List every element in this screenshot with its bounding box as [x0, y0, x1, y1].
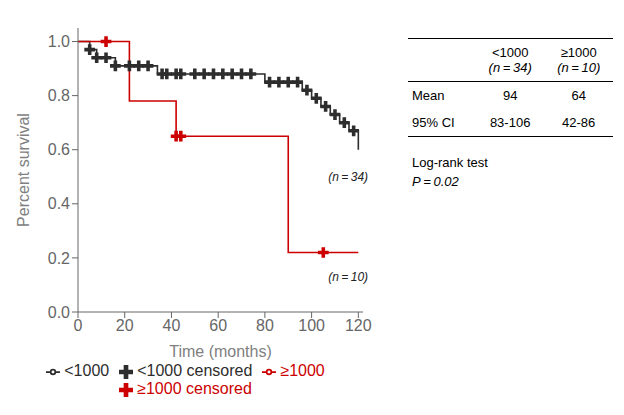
- svg-text:80: 80: [256, 317, 274, 334]
- html-text:94: 94: [502, 88, 518, 103]
- svg-text:60: 60: [209, 317, 227, 334]
- html-text:<1000: <1000: [64, 362, 110, 379]
- html-text:≥1000 censored: ≥1000 censored: [137, 380, 252, 397]
- svg-text:Percent survival: Percent survival: [15, 113, 32, 227]
- html-text:(n = 34): (n = 34): [488, 60, 532, 75]
- svg-text:20: 20: [116, 317, 134, 334]
- svg-text:(n = 10): (n = 10): [328, 270, 368, 284]
- html-text:83-106: 83-106: [489, 115, 531, 130]
- svg-text:(n = 34): (n = 34): [328, 170, 368, 184]
- svg-text:1.0: 1.0: [48, 33, 70, 50]
- html-text:<1000: <1000: [491, 45, 529, 60]
- svg-text:0.0: 0.0: [48, 304, 70, 321]
- html-text:95% CI: 95% CI: [412, 115, 455, 130]
- svg-text:100: 100: [298, 317, 325, 334]
- svg-text:0.6: 0.6: [48, 141, 70, 158]
- svg-text:0.4: 0.4: [48, 195, 70, 212]
- html-text:Mean: Mean: [412, 88, 445, 103]
- svg-text:120: 120: [345, 317, 372, 334]
- html-text:(n = 10): (n = 10): [557, 60, 601, 75]
- html-text:42-86: 42-86: [562, 115, 596, 130]
- html-text:64: 64: [571, 88, 586, 103]
- svg-text:Time (months): Time (months): [169, 343, 272, 360]
- svg-text:40: 40: [163, 317, 181, 334]
- html-text:≥1000: ≥1000: [280, 362, 325, 379]
- html-text:<1000 censored: <1000 censored: [137, 362, 253, 379]
- html-text:P = 0.02: P = 0.02: [412, 174, 459, 189]
- svg-text:0.2: 0.2: [48, 250, 70, 267]
- html-text:≥1000: ≥1000: [560, 45, 597, 60]
- svg-text:0: 0: [74, 317, 83, 334]
- html-text:Log-rank test: Log-rank test: [412, 155, 488, 170]
- svg-text:0.8: 0.8: [48, 87, 70, 104]
